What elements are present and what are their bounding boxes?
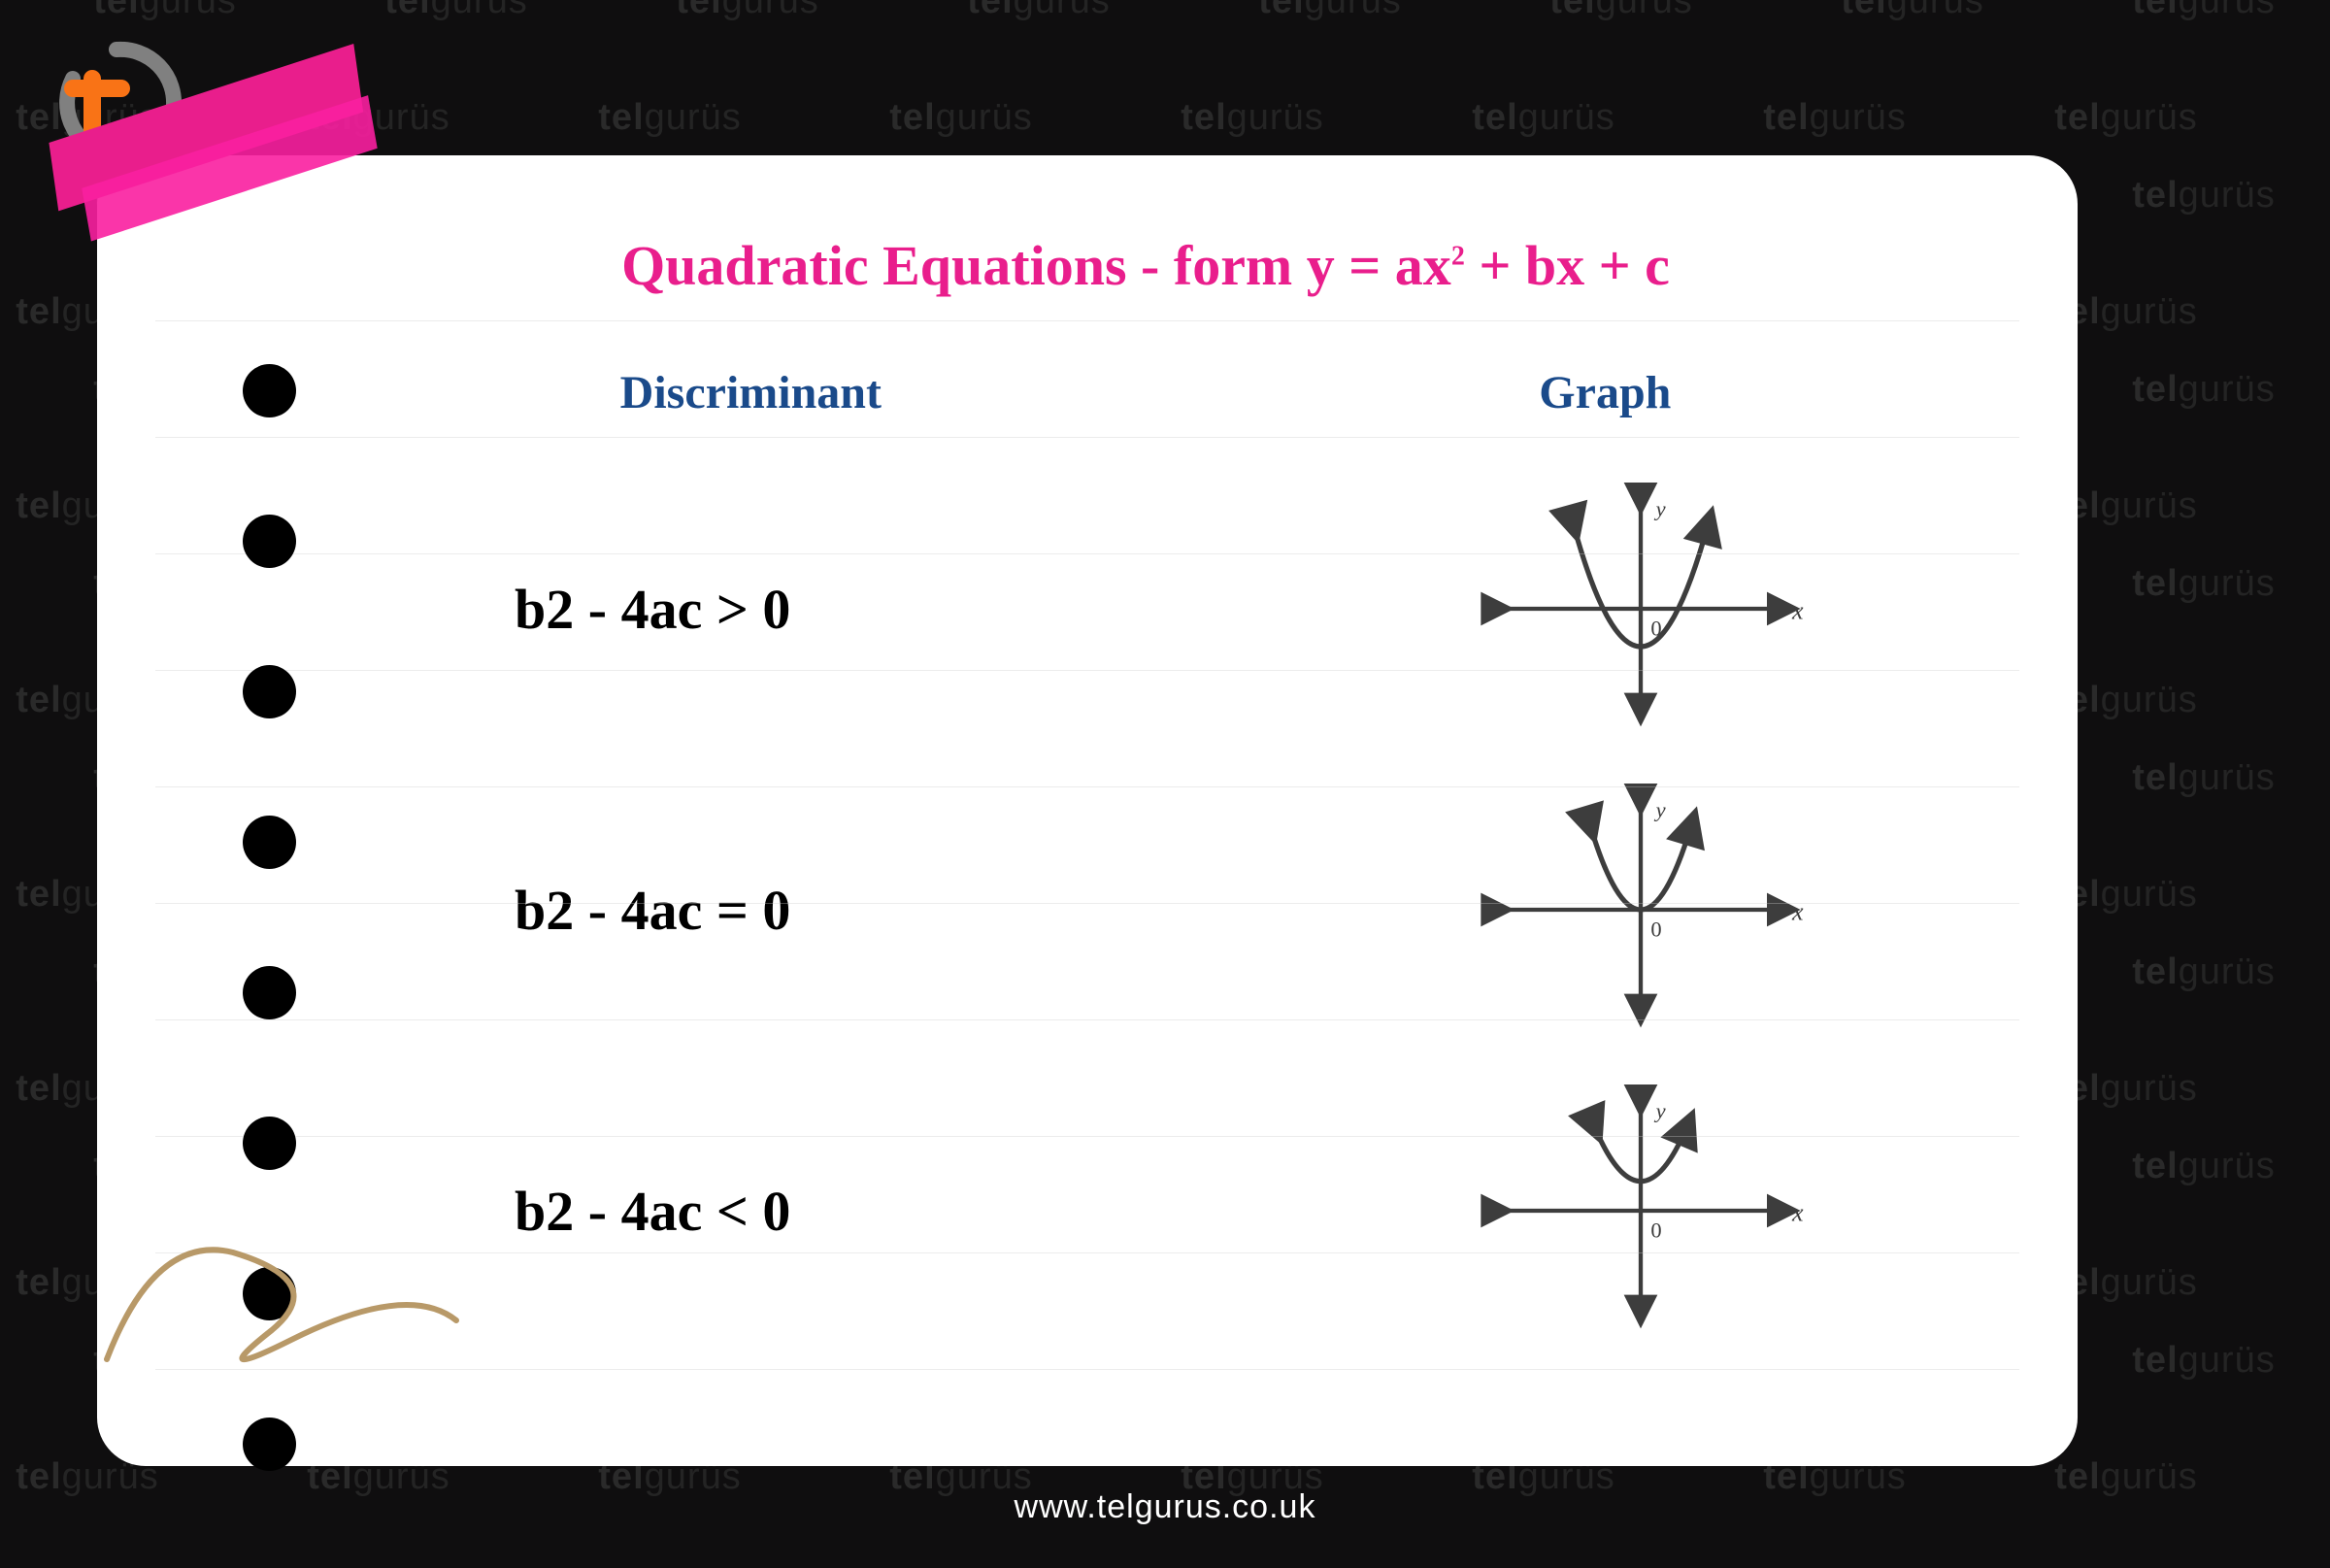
title-superscript: 2: [1451, 242, 1465, 272]
title-prefix: Quadratic Equations - form y = ax: [621, 234, 1451, 297]
title-suffix: + bx + c: [1465, 234, 1670, 297]
scribble-decoration: [78, 1117, 466, 1413]
page-title: Quadratic Equations - form y = ax2 + bx …: [291, 233, 2000, 298]
footer-url: www.telgurus.co.uk: [0, 1488, 2330, 1526]
